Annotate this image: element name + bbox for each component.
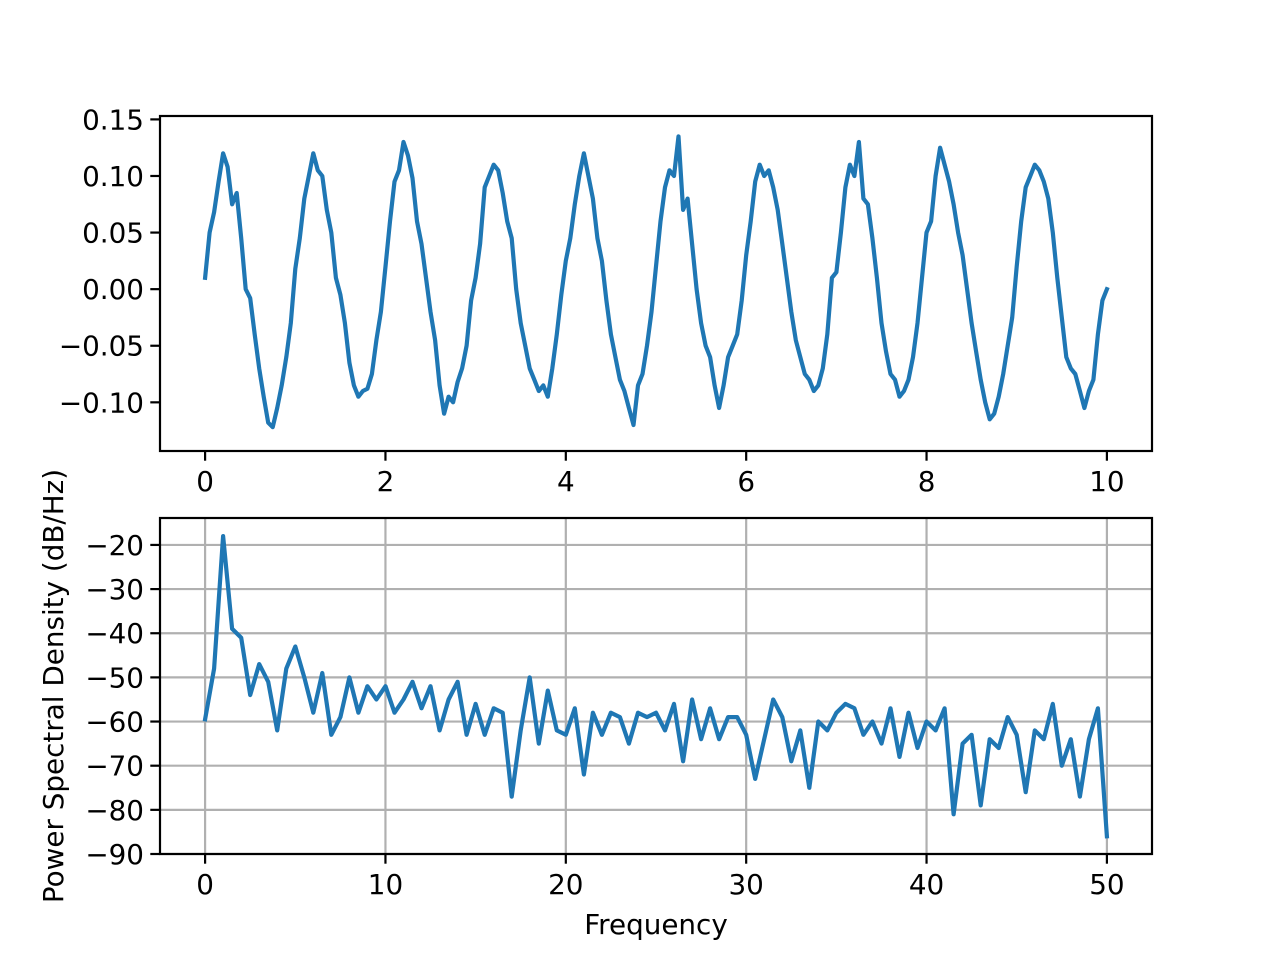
psd-axes: 0 10 20 30 40 50 −90 −80 −70 −60 −50 −40 −30 −20 (85, 516, 1154, 901)
series-line (202, 134, 1110, 430)
axes-frame (158, 516, 1154, 856)
y-tick-label: −70 (85, 750, 144, 783)
x-tick-label: 30 (728, 868, 763, 901)
y-tick-label: −50 (85, 661, 144, 694)
signal-axes: 0 2 4 6 8 10 −0.10 −0.05 0.00 0.05 0.10 0.15 (59, 103, 1154, 498)
y-tick-label: 0.00 (82, 273, 144, 306)
y-tick-label: −40 (85, 617, 144, 650)
x-tick-label: 10 (1089, 465, 1124, 498)
series-line (202, 533, 1110, 839)
x-tick-label: 50 (1089, 868, 1124, 901)
psd-y-axis-label: Power Spectral Density (dB/Hz) (37, 469, 70, 903)
y-tick-label: −20 (85, 529, 144, 562)
x-tick-label: 20 (548, 868, 583, 901)
x-tick-label: 0 (196, 465, 214, 498)
y-tick-label: 0.15 (82, 103, 144, 136)
axes-frame (158, 114, 1154, 453)
x-tick-label: 6 (737, 465, 755, 498)
y-tick-label: −0.05 (59, 330, 144, 363)
y-tick-label: −90 (85, 838, 144, 871)
x-tick-label: 4 (557, 465, 575, 498)
x-tick-label: 40 (909, 868, 944, 901)
y-tick-label: 0.05 (82, 217, 144, 250)
x-tick-label: 8 (918, 465, 936, 498)
x-tick-label: 10 (368, 868, 403, 901)
x-tick-label: 2 (377, 465, 395, 498)
y-tick-label: −0.10 (59, 386, 144, 419)
y-tick-label: −80 (85, 794, 144, 827)
y-tick-label: 0.10 (82, 160, 144, 193)
y-tick-label: −60 (85, 706, 144, 739)
x-tick-label: 0 (196, 868, 214, 901)
y-tick-label: −30 (85, 573, 144, 606)
psd-x-axis-label: Frequency (584, 908, 728, 941)
